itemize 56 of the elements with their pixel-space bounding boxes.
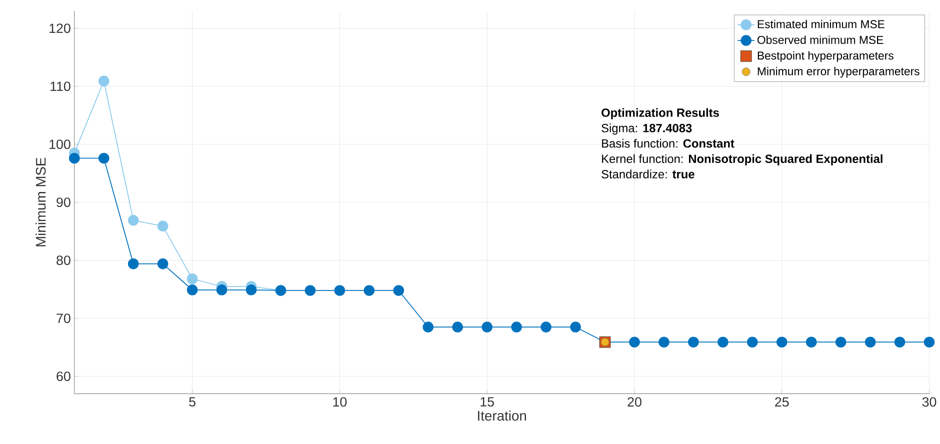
point — [364, 284, 375, 296]
annotation: Basis function: Constant — [602, 138, 734, 148]
point — [186, 273, 198, 284]
point — [452, 321, 464, 332]
annotation: Sigma: 187.4083 — [602, 123, 692, 135]
legend-label: Estimated minimum MSE — [758, 20, 884, 28]
point — [746, 336, 758, 348]
x-axis-title: Iteration — [478, 410, 526, 421]
point — [835, 336, 846, 348]
point — [157, 220, 168, 232]
x-tick-label: 20 — [628, 397, 642, 407]
point — [68, 152, 80, 164]
point — [157, 258, 168, 270]
y-tick-label: 120 — [50, 23, 70, 33]
x-tick-label: 25 — [775, 397, 789, 407]
point — [629, 336, 640, 348]
point — [334, 284, 346, 296]
legend-label: Bestpoint hyperparameters — [758, 51, 894, 62]
point — [894, 336, 906, 348]
point — [128, 258, 139, 270]
point — [482, 321, 492, 332]
point — [658, 336, 670, 348]
point — [246, 284, 257, 296]
point — [422, 321, 434, 332]
point — [128, 214, 139, 226]
y-tick-label: 110 — [50, 81, 70, 91]
legend-label: Observed minimum MSE — [757, 35, 884, 44]
point — [924, 336, 935, 348]
annotation: Kernel function: Nonisotropic Squared Exponential — [602, 154, 882, 166]
point — [540, 321, 552, 332]
point — [98, 152, 110, 164]
y-tick-label: 60 — [56, 371, 70, 381]
point — [393, 284, 404, 296]
point — [806, 336, 817, 348]
x-tick-label: 30 — [922, 397, 936, 407]
point — [718, 336, 728, 348]
point — [570, 321, 581, 332]
x-tick-label: 5 — [189, 397, 196, 406]
y-tick-label: 80 — [56, 255, 70, 265]
y-tick-label: 90 — [56, 197, 70, 207]
y-axis-title: Minimum MSE — [36, 158, 46, 246]
annotation: Optimization Results — [602, 108, 719, 120]
x-tick-label: 15 — [480, 397, 494, 406]
annotation: Standardize: true — [602, 170, 694, 178]
point — [864, 336, 876, 348]
point — [98, 76, 110, 86]
point — [776, 336, 788, 348]
y-tick-label: 100 — [50, 139, 70, 149]
x-tick-label: 10 — [333, 397, 347, 407]
point — [186, 284, 198, 296]
point — [304, 284, 316, 296]
point — [688, 336, 699, 348]
legend-label: Minimum error hyperparameters — [758, 66, 920, 78]
point — [216, 284, 228, 296]
point — [511, 321, 522, 332]
y-tick-label: 70 — [56, 313, 70, 323]
